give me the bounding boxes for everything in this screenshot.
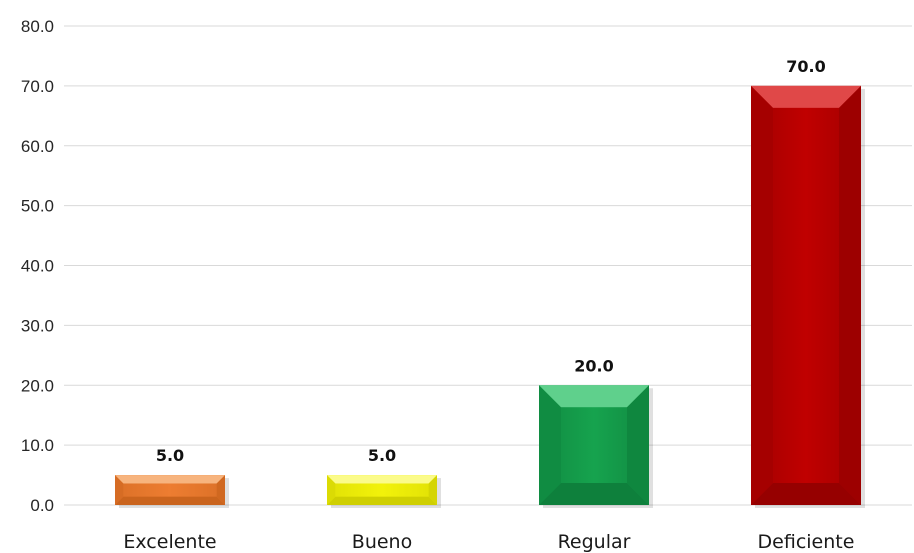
data-labels: 5.0 5.0 20.0 70.0 bbox=[156, 57, 826, 465]
data-label: 20.0 bbox=[574, 356, 613, 375]
bar-bevel-right bbox=[839, 85, 861, 505]
bar-regular bbox=[539, 385, 653, 508]
bar-bevel-left bbox=[115, 475, 124, 505]
bar-bevel-bottom bbox=[327, 496, 437, 505]
x-axis-categories: Excelente Bueno Regular Deficiente bbox=[123, 531, 854, 553]
y-tick-label: 40.0 bbox=[21, 257, 54, 276]
y-axis-ticks: 0.0 10.0 20.0 30.0 40.0 50.0 60.0 70.0 80.0 bbox=[21, 17, 54, 515]
category-label: Excelente bbox=[123, 531, 216, 553]
bar-bevel-bottom bbox=[115, 496, 225, 505]
bars bbox=[115, 85, 865, 508]
bar-bevel-right bbox=[627, 385, 649, 505]
y-tick-label: 30.0 bbox=[21, 316, 54, 335]
bar-bevel-left bbox=[539, 385, 561, 505]
bar-bevel-bottom bbox=[751, 483, 861, 505]
data-label: 5.0 bbox=[156, 446, 184, 465]
category-label: Bueno bbox=[352, 531, 412, 553]
data-label: 70.0 bbox=[786, 57, 825, 76]
bar-excelente bbox=[115, 475, 229, 508]
bar-bevel-right bbox=[216, 475, 225, 505]
bar-bevel-top bbox=[751, 85, 861, 108]
category-label: Deficiente bbox=[758, 531, 855, 553]
y-tick-label: 60.0 bbox=[21, 137, 54, 156]
bar-deficiente bbox=[751, 85, 865, 508]
bar-face bbox=[773, 107, 839, 483]
bar-bevel-right bbox=[428, 475, 437, 505]
bar-bevel-top bbox=[539, 385, 649, 408]
y-tick-label: 20.0 bbox=[21, 376, 54, 395]
y-tick-label: 80.0 bbox=[21, 17, 54, 36]
bar-face bbox=[123, 483, 217, 497]
bar-bevel-bottom bbox=[539, 483, 649, 505]
bar-bueno bbox=[327, 475, 441, 508]
bar-bevel-top bbox=[115, 475, 225, 484]
bar-bevel-left bbox=[751, 85, 773, 505]
y-tick-label: 0.0 bbox=[30, 496, 54, 515]
bar-bevel-top bbox=[327, 475, 437, 484]
data-label: 5.0 bbox=[368, 446, 396, 465]
gridlines bbox=[64, 25, 912, 506]
y-tick-label: 70.0 bbox=[21, 77, 54, 96]
y-tick-label: 10.0 bbox=[21, 436, 54, 455]
y-tick-label: 50.0 bbox=[21, 197, 54, 216]
bar-bevel-left bbox=[327, 475, 336, 505]
bar-face bbox=[335, 483, 429, 497]
bar-face bbox=[561, 407, 627, 483]
category-label: Regular bbox=[558, 531, 631, 553]
